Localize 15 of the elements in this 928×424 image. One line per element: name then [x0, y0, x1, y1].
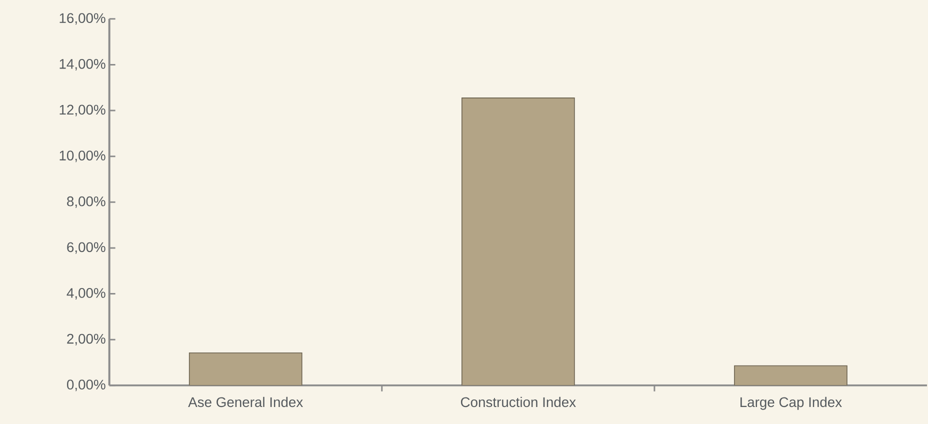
bar: [188, 352, 302, 386]
y-tick-label: 10,00%: [60, 150, 106, 162]
y-tick-label: 12,00%: [60, 104, 106, 116]
y-tick-label: 14,00%: [60, 58, 106, 70]
y-tick-label: 8,00%: [67, 196, 106, 208]
y-tick-label: 4,00%: [66, 288, 106, 300]
bar: [462, 97, 575, 386]
y-tick-label: 2,00%: [67, 334, 106, 346]
y-tick-label: 16,00%: [60, 13, 106, 25]
bar: [734, 365, 848, 386]
x-tick-label: Large Cap Index: [740, 396, 842, 410]
y-tick-label: 6,00%: [67, 242, 106, 254]
y-tick-label: 0,00%: [66, 380, 106, 392]
x-tick-label: Ase General Index: [188, 396, 303, 407]
x-tick-label: Construction Index: [460, 396, 576, 407]
